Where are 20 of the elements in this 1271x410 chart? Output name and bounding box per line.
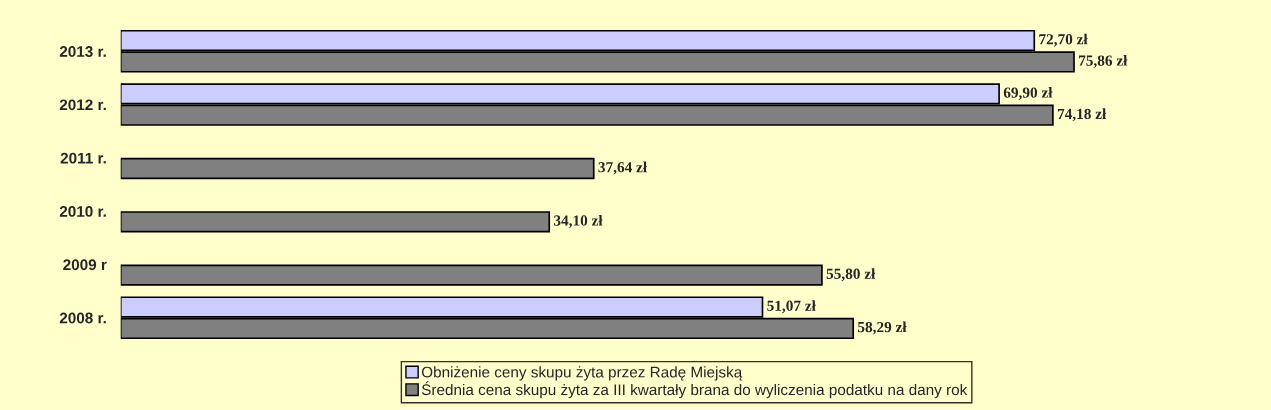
data-label: 75,86 zł	[1079, 54, 1128, 68]
data-label: 55,80 zł	[826, 268, 876, 282]
data-label: 69,90 zł	[1003, 86, 1053, 100]
bar	[120, 264, 823, 286]
legend-label: Obniżenie ceny skupu żyta przez Radę Miejską	[421, 366, 743, 381]
bar	[120, 157, 595, 180]
legend-label: Średnia cena skupu żyta za III kwartały brana do wyliczenia podatku na dany rok	[421, 381, 968, 399]
y-tick-label: 2010 r.	[59, 206, 106, 217]
y-tick-label: 2011 r.	[60, 152, 106, 164]
data-label: 58,29 zł	[857, 321, 907, 335]
data-label: 34,10 zł	[553, 214, 603, 228]
y-tick-label: 2013 r.	[59, 46, 106, 57]
y-tick-label: 2012 r.	[59, 99, 106, 111]
y-tick-label: 2008 r.	[59, 312, 106, 324]
y-tick-label: 2009 r	[63, 259, 107, 271]
data-label: 51,07 zł	[767, 300, 816, 314]
data-label: 72,70 zł	[1039, 33, 1088, 47]
bar	[120, 211, 551, 233]
data-label: 37,64 zł	[598, 161, 648, 175]
data-label: 74,18 zł	[1057, 108, 1107, 122]
